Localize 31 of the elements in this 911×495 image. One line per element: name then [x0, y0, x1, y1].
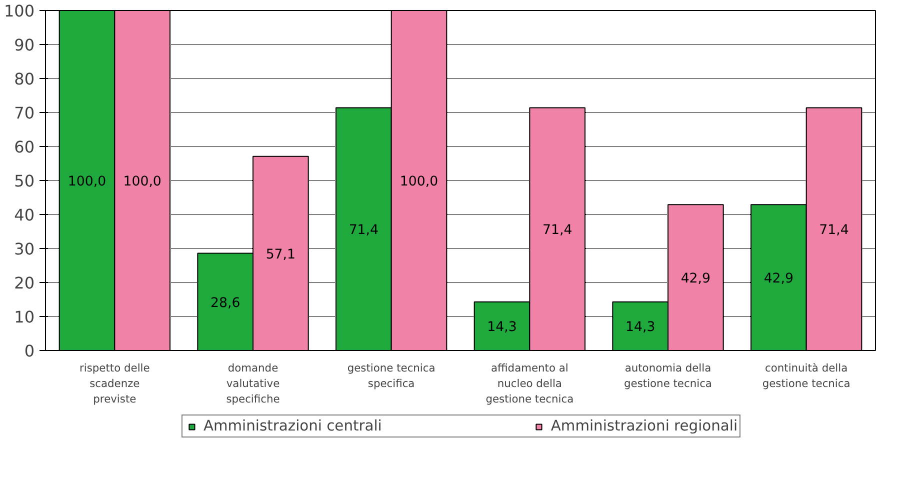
x-tick-label: continuità della gestione tecnica — [762, 362, 850, 390]
y-tick-label: 40 — [14, 206, 34, 224]
y-tick-label: 30 — [14, 240, 34, 258]
data-label: 57,1 — [266, 247, 296, 262]
x-tick-label: gestione tecnica specifica — [347, 362, 436, 390]
y-tick-label: 70 — [14, 104, 34, 122]
y-tick-label: 20 — [14, 274, 34, 292]
data-label: 100,0 — [123, 174, 162, 190]
y-tick-label: 60 — [14, 138, 34, 156]
data-label: 100,0 — [400, 174, 438, 190]
data-label: 28,6 — [210, 296, 240, 311]
data-label: 71,4 — [542, 223, 572, 238]
y-tick-label: 10 — [14, 308, 34, 326]
data-label: 71,4 — [819, 223, 849, 238]
data-label: 14,3 — [625, 320, 656, 336]
data-label: 100,0 — [68, 174, 106, 190]
data-label: 71,4 — [348, 223, 379, 238]
y-tick-label: 90 — [14, 36, 34, 54]
x-tick-label: autonomia della gestione tecnica — [624, 362, 712, 390]
data-label: 14,3 — [487, 320, 517, 336]
legend-label: Amministrazioni centrali — [203, 418, 382, 434]
y-tick-label: 50 — [14, 172, 34, 190]
y-tick-label: 100 — [4, 2, 35, 20]
data-label: 42,9 — [764, 272, 794, 287]
y-tick-label: 80 — [14, 70, 34, 88]
x-tick-label: domande valutative specifiche — [226, 362, 280, 406]
legend-label: Amministrazioni regionali — [550, 418, 738, 434]
x-tick-label: rispetto delle scadenze previste — [80, 362, 150, 406]
data-label: 42,9 — [680, 272, 711, 287]
y-tick-label: 0 — [24, 342, 35, 360]
x-tick-label: affidamento al nucleo della gestione tecnica — [486, 362, 574, 406]
